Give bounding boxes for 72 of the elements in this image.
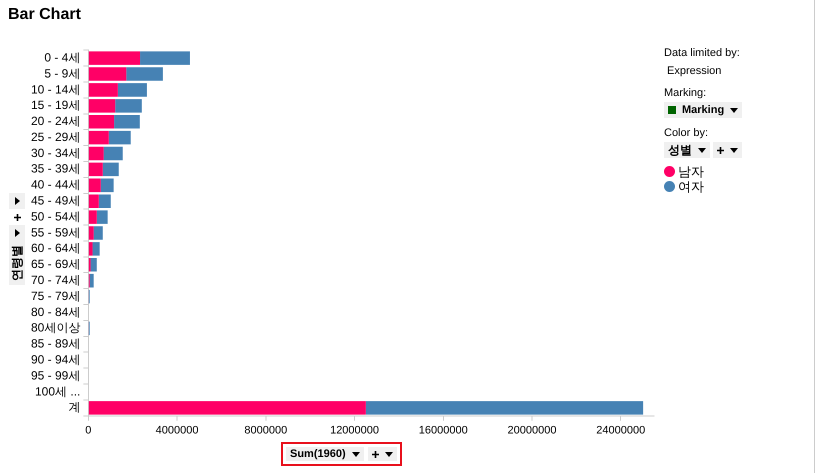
y-tick-label: 60 - 64세 [31, 241, 80, 256]
y-tick-label: 45 - 49세 [31, 194, 80, 208]
bar [88, 146, 104, 160]
text: Expression [667, 64, 722, 78]
bar [88, 162, 103, 176]
bar [92, 242, 100, 256]
bar [94, 226, 103, 240]
x-axis-title: Sum(1960) [290, 448, 346, 460]
bar [114, 114, 140, 128]
bar [88, 194, 99, 208]
chart-title: Bar Chart [8, 6, 81, 24]
bar [366, 401, 644, 415]
bar [104, 146, 123, 160]
y-tick-label: 95 - 99세 [31, 368, 80, 382]
bar [90, 274, 94, 288]
bar [96, 210, 108, 224]
bar [102, 162, 119, 176]
bar [100, 178, 114, 192]
bar [88, 99, 116, 113]
x-tick-label: 4000000 [156, 424, 198, 436]
y-tick-label: 계 [68, 400, 80, 414]
bar [118, 83, 147, 97]
y-tick-label: 15 - 19세 [31, 98, 80, 112]
x-tick-label: 0 [85, 424, 92, 436]
x-tick-label: 20000000 [508, 424, 556, 436]
bar [88, 242, 93, 256]
bar [115, 99, 142, 113]
y-tick-label: 40 - 44세 [31, 178, 80, 192]
y-tick-label: 10 - 14세 [31, 82, 80, 96]
x-tick-label: 24000000 [596, 424, 646, 436]
bar [88, 226, 94, 240]
y-tick-label: 70 - 74세 [31, 273, 80, 287]
bar [88, 83, 118, 97]
y-tick-label: 50 - 54세 [31, 209, 80, 224]
bar [88, 130, 109, 144]
y-tick-label: 85 - 89세 [31, 336, 80, 351]
bar [88, 67, 126, 81]
x-tick-label: 12000000 [330, 424, 380, 436]
text: Marking [664, 102, 742, 118]
bar [98, 194, 111, 208]
text: Data limited by: [664, 46, 741, 60]
y-tick-label: 55 - 59세 [31, 225, 80, 240]
y-tick-label: 35 - 39세 [31, 162, 80, 176]
bar [90, 258, 97, 272]
y-tick-label: 25 - 29세 [31, 130, 80, 144]
text: Marking: [664, 86, 708, 100]
y-tick-label: 80 - 84세 [31, 304, 80, 319]
bar [88, 51, 140, 65]
bar [88, 210, 97, 224]
y-tick-label: 20 - 24세 [31, 114, 80, 128]
y-tick-label: 30 - 34세 [31, 146, 80, 160]
bar [126, 67, 163, 81]
bar [88, 114, 114, 128]
y-tick-label: 0 - 4세 [44, 50, 80, 64]
text: Color by: [664, 126, 710, 140]
legend-label: 남자 [678, 164, 704, 179]
x-tick-label: 16000000 [418, 424, 468, 436]
highlight-frame: Sum(1960) [281, 442, 402, 466]
y-tick-label: 75 - 79세 [31, 288, 80, 303]
y-tick-label: 100세 ... [35, 384, 80, 398]
y-axis-title: 연령별 [10, 245, 24, 281]
legend-label: 여자 [678, 179, 704, 194]
bar [88, 178, 101, 192]
bar [108, 130, 131, 144]
y-tick-label: 5 - 9세 [44, 66, 80, 80]
bar [88, 401, 366, 415]
y-tick-label: 65 - 69세 [31, 257, 80, 272]
legend-title: 성별 [664, 142, 710, 158]
x-tick-label: 8000000 [244, 424, 288, 436]
bar [140, 51, 190, 65]
y-tick-label: 90 - 94세 [31, 352, 80, 366]
y-tick-label: 80세이상 [31, 320, 80, 335]
